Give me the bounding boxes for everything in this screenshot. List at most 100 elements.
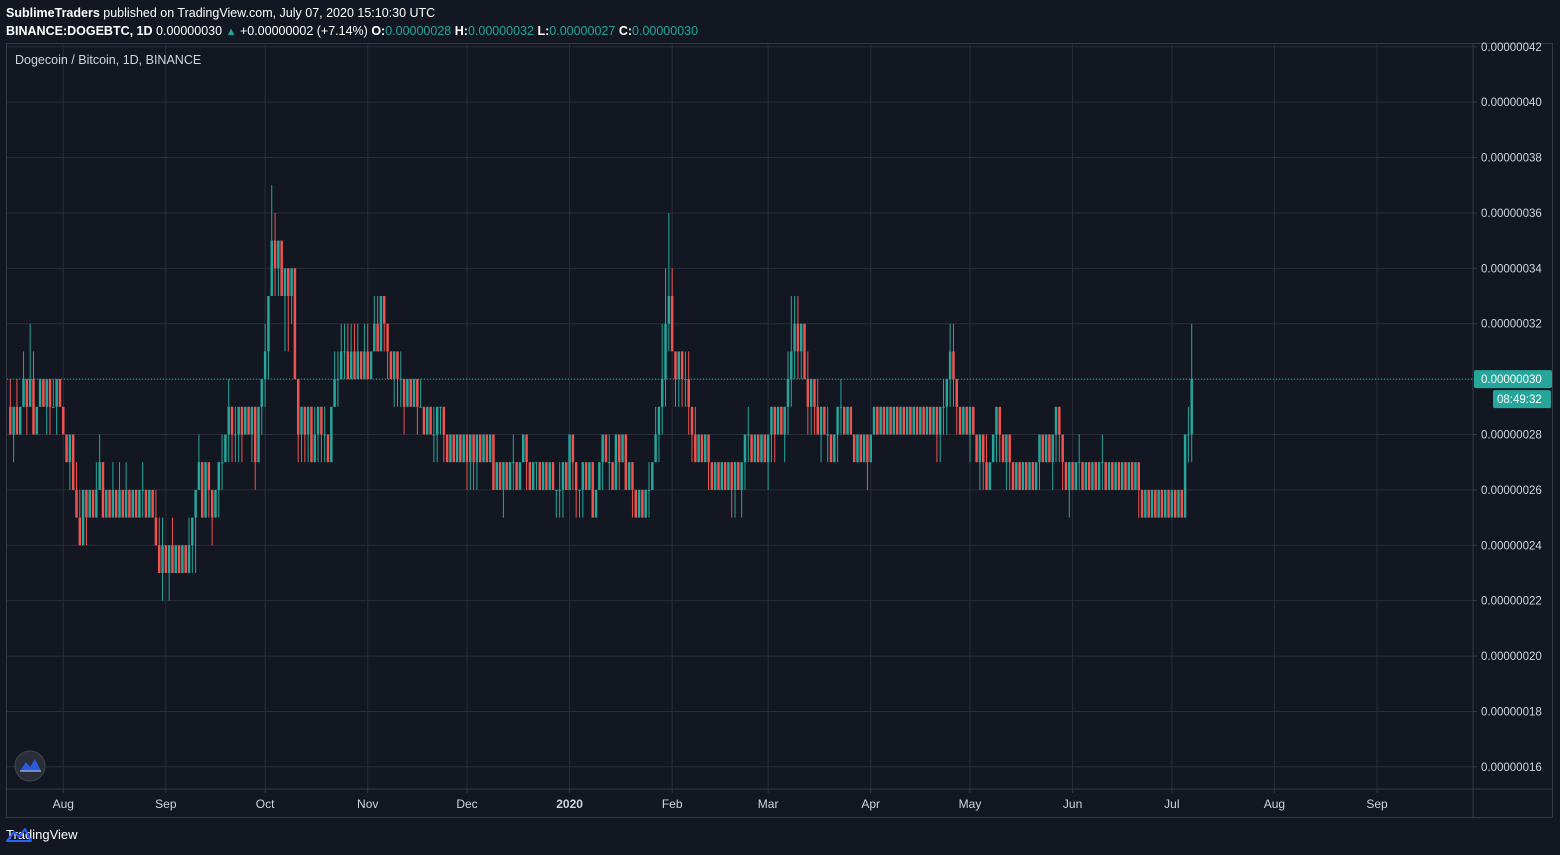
candle bbox=[538, 462, 542, 490]
open-label: O: bbox=[371, 24, 386, 38]
footer-brand[interactable]: TradingView bbox=[6, 827, 78, 842]
candle bbox=[244, 406, 247, 435]
candle-body bbox=[1074, 462, 1078, 490]
countdown-badge-text: 08:49:32 bbox=[1497, 394, 1542, 406]
candle bbox=[412, 379, 416, 407]
candle bbox=[978, 434, 982, 490]
candle-body bbox=[786, 379, 790, 407]
candle-body bbox=[48, 379, 52, 407]
candle bbox=[71, 434, 75, 490]
candle-body bbox=[1025, 462, 1028, 490]
candle-body bbox=[912, 406, 915, 435]
candle bbox=[1041, 434, 1045, 463]
candle-body bbox=[38, 379, 42, 407]
candle bbox=[214, 489, 217, 518]
candle-body bbox=[293, 268, 297, 380]
candle bbox=[366, 323, 369, 380]
candle-body bbox=[402, 379, 406, 407]
candle-body bbox=[1018, 462, 1021, 490]
candle-body bbox=[220, 462, 224, 464]
candle bbox=[174, 545, 178, 573]
candle-body bbox=[816, 406, 820, 435]
candle bbox=[687, 351, 690, 435]
candle-body bbox=[531, 462, 535, 490]
candle-body bbox=[680, 351, 684, 380]
candle-body bbox=[647, 489, 651, 491]
candle bbox=[1018, 462, 1021, 490]
candle bbox=[455, 434, 459, 463]
candle-body bbox=[366, 351, 369, 380]
x-tick-label: 2020 bbox=[556, 797, 583, 811]
candle-body bbox=[670, 296, 674, 352]
candle-body bbox=[535, 462, 538, 464]
y-tick-label: 0.00000042 bbox=[1481, 42, 1542, 54]
candle bbox=[760, 434, 763, 463]
candle bbox=[578, 489, 581, 518]
candle-body bbox=[161, 545, 164, 573]
candle bbox=[237, 406, 240, 463]
candle-body bbox=[654, 434, 657, 463]
chart-frame[interactable] bbox=[6, 43, 1553, 818]
x-tick-label: Sep bbox=[155, 797, 177, 811]
candle-body bbox=[75, 489, 78, 518]
candle bbox=[594, 489, 598, 518]
candle-body bbox=[35, 406, 39, 435]
candle bbox=[442, 406, 446, 463]
candle-body bbox=[455, 434, 459, 463]
candle-body bbox=[154, 517, 158, 546]
candle bbox=[376, 296, 379, 352]
candle-body bbox=[492, 434, 495, 490]
candle bbox=[627, 462, 631, 490]
candle bbox=[981, 434, 985, 490]
candle bbox=[796, 296, 800, 380]
candle-body bbox=[776, 406, 780, 435]
candle bbox=[234, 406, 237, 463]
candle bbox=[753, 434, 757, 463]
candle bbox=[660, 323, 664, 435]
candle-body bbox=[25, 379, 29, 407]
candle bbox=[995, 406, 998, 463]
candle-body bbox=[65, 434, 68, 463]
candle-body bbox=[488, 434, 492, 463]
candle bbox=[780, 406, 783, 435]
candle-body bbox=[968, 406, 972, 435]
candle bbox=[1015, 462, 1018, 490]
symbol-label: BINANCE:DOGEBTC, 1D bbox=[6, 24, 153, 38]
candle-body bbox=[621, 434, 624, 463]
candle bbox=[250, 406, 254, 463]
candle-body bbox=[204, 462, 207, 518]
candle-body bbox=[836, 406, 839, 435]
candle bbox=[422, 406, 426, 435]
candle bbox=[485, 434, 489, 463]
candle-body bbox=[32, 379, 35, 435]
candle-body bbox=[95, 489, 98, 518]
candle bbox=[323, 406, 326, 463]
publisher-name[interactable]: SublimeTraders bbox=[6, 6, 100, 20]
candle-body bbox=[833, 434, 836, 463]
candle-body bbox=[644, 489, 647, 518]
candle-body bbox=[230, 406, 234, 435]
candle-body bbox=[1028, 462, 1031, 490]
candle bbox=[1077, 434, 1081, 490]
candle-body bbox=[617, 434, 621, 463]
candle bbox=[770, 406, 773, 463]
candle-body bbox=[578, 489, 581, 491]
candle-body bbox=[1031, 462, 1035, 490]
candle bbox=[65, 434, 68, 463]
candle bbox=[124, 462, 128, 518]
x-tick-label: Aug bbox=[1264, 797, 1285, 811]
candle bbox=[1061, 434, 1064, 490]
candle bbox=[121, 489, 125, 518]
candle bbox=[359, 351, 363, 380]
candle bbox=[991, 434, 995, 463]
candle-body bbox=[240, 406, 244, 435]
candle-body bbox=[955, 379, 958, 407]
candle bbox=[998, 406, 1002, 463]
candle bbox=[955, 379, 958, 435]
tradingview-watermark-icon[interactable] bbox=[14, 750, 46, 782]
candle bbox=[737, 462, 740, 490]
candle-body bbox=[28, 379, 32, 407]
candle bbox=[369, 351, 373, 380]
candle-body bbox=[442, 406, 446, 435]
